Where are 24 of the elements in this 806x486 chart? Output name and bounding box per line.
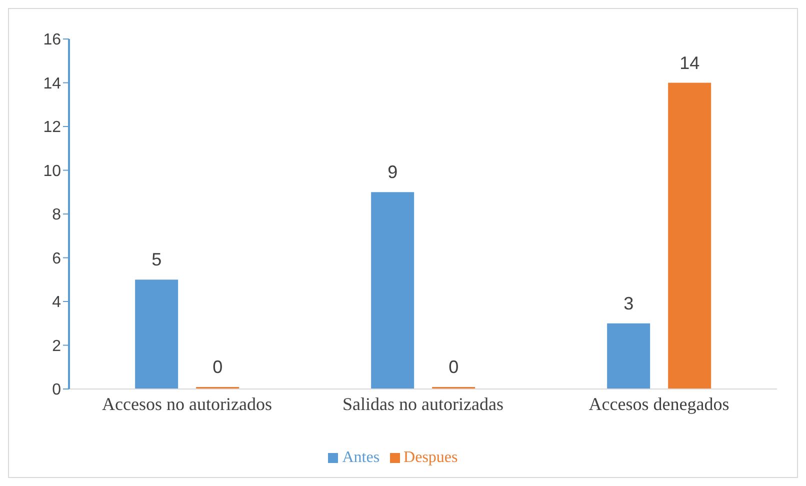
bar [371, 192, 414, 389]
bar [607, 323, 650, 389]
y-tick-label: 10 [43, 162, 62, 180]
x-tick-label: Accesos no autorizados [102, 394, 272, 414]
legend-label: Antes [342, 449, 380, 466]
x-tick-label: Accesos denegados [588, 394, 730, 414]
data-label: 3 [624, 293, 634, 314]
bar [135, 280, 178, 389]
y-tick-label: 8 [52, 206, 62, 224]
y-tick-label: 14 [43, 75, 62, 92]
data-label: 14 [680, 52, 700, 73]
bar [668, 82, 712, 389]
data-label: 0 [448, 357, 459, 377]
y-tick-label: 12 [43, 119, 62, 136]
x-tick-label: Salidas no autorizadas [342, 394, 504, 414]
data-label: 5 [152, 250, 162, 270]
y-tick-label: 6 [52, 250, 62, 268]
y-tick-label: 4 [52, 294, 62, 312]
legend-label: Despues [404, 449, 458, 466]
y-tick-label: 2 [52, 338, 62, 355]
data-label: 0 [212, 357, 223, 377]
y-tick-label: 16 [43, 32, 62, 49]
y-tick-label: 0 [52, 382, 62, 399]
data-label: 9 [388, 162, 398, 182]
